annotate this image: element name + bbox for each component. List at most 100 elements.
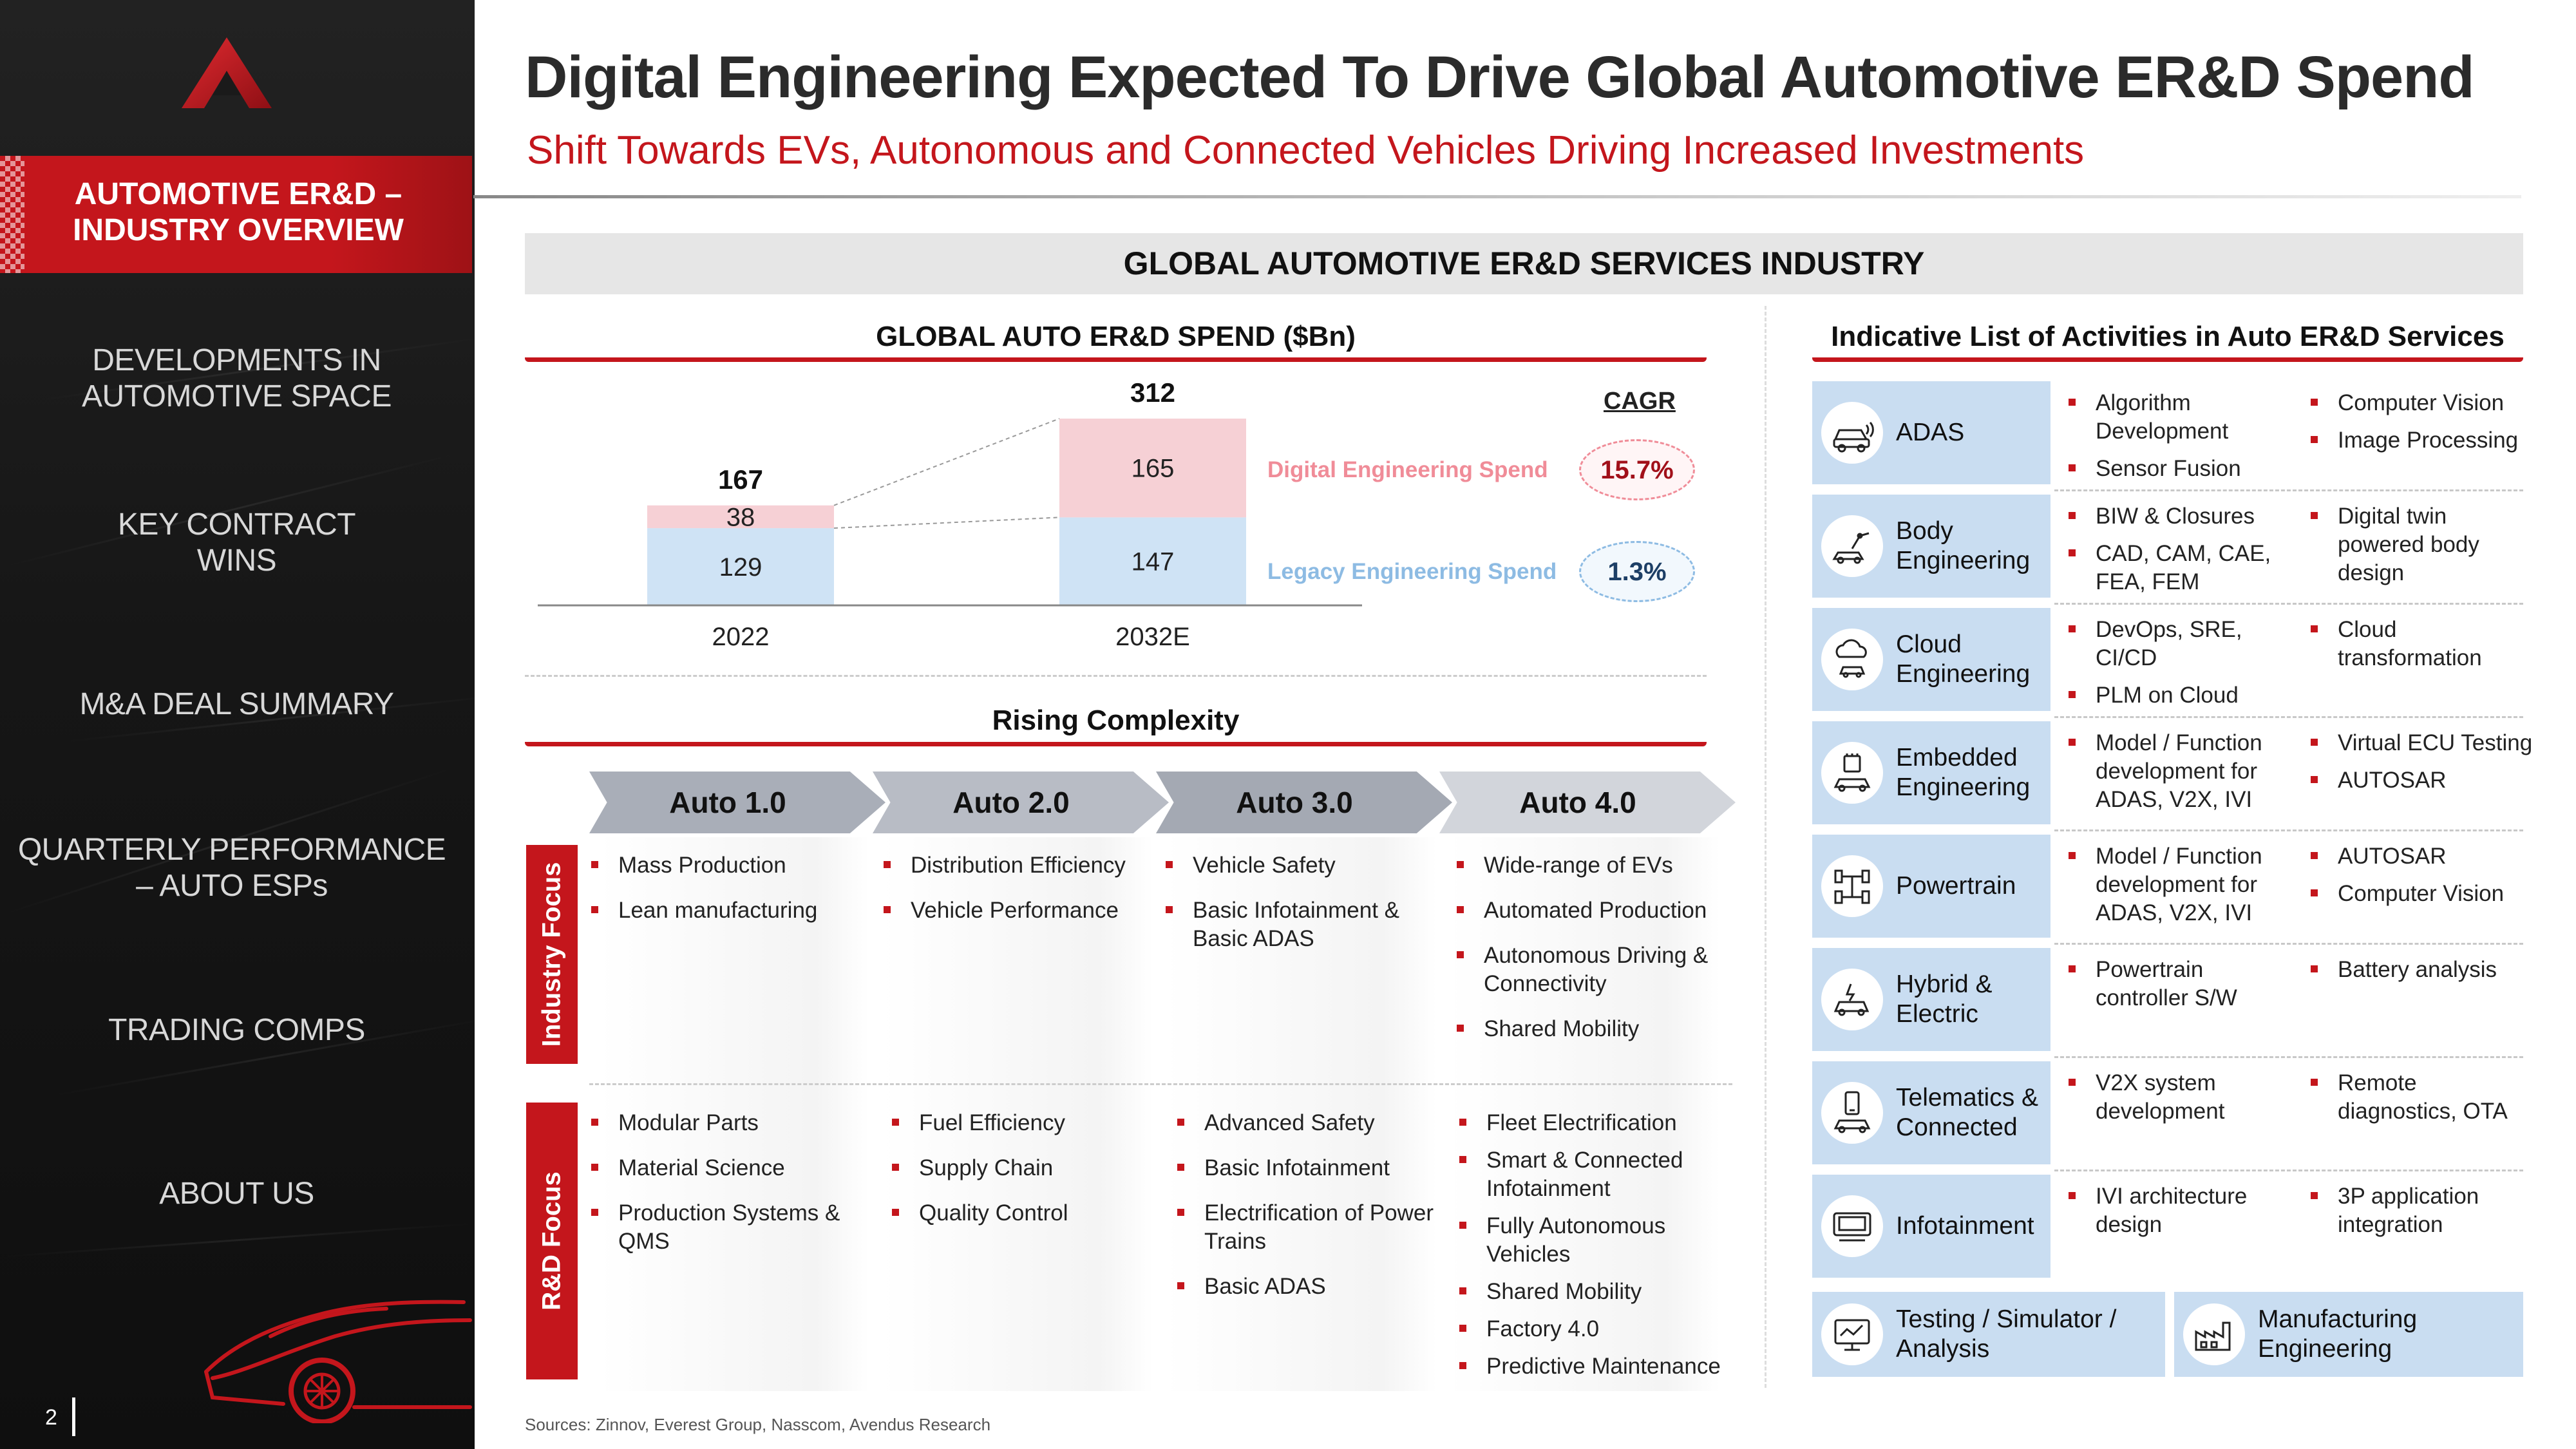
activity-name: ADAS bbox=[1896, 419, 1965, 446]
row-divider bbox=[2054, 1056, 2523, 1058]
list-item: Virtual ECU Testing bbox=[2311, 729, 2536, 757]
cagr-legacy-badge: 1.3% bbox=[1579, 541, 1695, 602]
activity-name: Telematics & Connected bbox=[1896, 1084, 2039, 1141]
industry-list-auto3: Vehicle Safety Basic Infotainment & Basi… bbox=[1166, 851, 1436, 953]
list-item: 3P application integration bbox=[2311, 1182, 2536, 1239]
legend-legacy: Legacy Engineering Spend bbox=[1267, 559, 1557, 584]
testing-monitor-icon bbox=[1821, 1303, 1883, 1365]
activity-bullets: DevOps, SRE, CI/CD PLM on Cloud bbox=[2069, 616, 2294, 719]
car-sensor-icon bbox=[1821, 402, 1883, 464]
rd-list-auto4: Fleet Electrification Smart & Connected … bbox=[1459, 1109, 1736, 1381]
stage-column-bg bbox=[599, 837, 869, 1391]
activity-name: Body Engineering bbox=[1896, 517, 2031, 574]
nav-item-quarterly-performance[interactable]: QUARTERLY PERFORMANCE – AUTO ESPs bbox=[17, 833, 446, 903]
list-item: PLM on Cloud bbox=[2069, 681, 2294, 710]
row-divider bbox=[2054, 489, 2523, 491]
row-divider bbox=[2054, 829, 2523, 831]
stage-auto-3: Auto 3.0 bbox=[1156, 772, 1452, 833]
divider bbox=[525, 675, 1707, 677]
tick-label: 2032E bbox=[1115, 623, 1190, 651]
tick-label: 2022 bbox=[712, 623, 770, 651]
industry-focus-text: Industry Focus bbox=[537, 862, 566, 1047]
company-logo bbox=[182, 37, 272, 108]
bar-legacy bbox=[647, 528, 834, 605]
list-item: Material Science bbox=[591, 1154, 862, 1182]
cagr-digital-badge: 15.7% bbox=[1579, 439, 1695, 500]
nav-item-ma-deals[interactable]: M&A DEAL SUMMARY bbox=[79, 687, 394, 721]
activity-name: Hybrid & Electric bbox=[1896, 971, 1993, 1028]
industry-list-auto2: Distribution Efficiency Vehicle Performa… bbox=[884, 851, 1141, 925]
drivetrain-icon bbox=[1821, 855, 1883, 917]
list-item: Fully Autonomous Vehicles bbox=[1459, 1212, 1736, 1269]
activity-cloud-engineering: Cloud Engineering bbox=[1812, 608, 2050, 711]
activity-bullets: Battery analysis bbox=[2311, 956, 2536, 993]
activity-bullets: Model / Function development for ADAS, V… bbox=[2069, 842, 2294, 936]
rd-list-auto2: Fuel Efficiency Supply Chain Quality Con… bbox=[892, 1109, 1150, 1227]
row-divider bbox=[2054, 1170, 2523, 1171]
activity-bullets: IVI architecture design bbox=[2069, 1182, 2294, 1248]
list-item: Wide-range of EVs bbox=[1457, 851, 1727, 880]
list-item: Remote diagnostics, OTA bbox=[2311, 1069, 2536, 1126]
data-label: 129 bbox=[719, 553, 762, 582]
list-item: AUTOSAR bbox=[2311, 766, 2536, 795]
activity-name: Powertrain bbox=[1896, 872, 2016, 900]
section-band-label: GLOBAL AUTOMOTIVE ER&D SERVICES INDUSTRY bbox=[1123, 245, 1925, 281]
checker-flag-pattern bbox=[0, 156, 24, 273]
bar-legacy bbox=[1059, 517, 1246, 605]
nav-item-label: AUTOMOTIVE ER&D – INDUSTRY OVERVIEW bbox=[73, 177, 404, 247]
nav-item-trading-comps[interactable]: TRADING COMPS bbox=[108, 1013, 365, 1047]
activities-title: Indicative List of Activities in Auto ER… bbox=[1831, 321, 2505, 352]
list-item: Lean manufacturing bbox=[591, 896, 862, 925]
nav-item-about-us[interactable]: ABOUT US bbox=[159, 1177, 314, 1211]
list-item: Basic ADAS bbox=[1177, 1273, 1441, 1301]
activity-bullets: Virtual ECU Testing AUTOSAR bbox=[2311, 729, 2536, 804]
list-item: DevOps, SRE, CI/CD bbox=[2069, 616, 2294, 672]
nav-item-developments[interactable]: DEVELOPMENTS IN AUTOMOTIVE SPACE bbox=[82, 343, 392, 413]
activity-bullets: Digital twin powered body design bbox=[2311, 502, 2536, 596]
list-item: Automated Production bbox=[1457, 896, 1727, 925]
spend-section-title: GLOBAL AUTO ER&D SPEND ($Bn) bbox=[876, 321, 1356, 352]
list-item: Smart & Connected Infotainment bbox=[1459, 1146, 1736, 1203]
industry-list-auto1: Mass Production Lean manufacturing bbox=[591, 851, 862, 925]
row-divider bbox=[2054, 943, 2523, 945]
list-item: Predictive Maintenance bbox=[1459, 1352, 1736, 1381]
factory-icon bbox=[2183, 1303, 2245, 1365]
list-item: AUTOSAR bbox=[2311, 842, 2536, 871]
column-divider bbox=[1765, 306, 1766, 1388]
activity-powertrain: Powertrain bbox=[1812, 835, 2050, 938]
activity-name: Infotainment bbox=[1896, 1212, 2034, 1240]
list-item: Cloud transformation bbox=[2311, 616, 2536, 672]
complexity-title: Rising Complexity bbox=[992, 705, 1240, 736]
list-item: Distribution Efficiency bbox=[884, 851, 1141, 880]
activity-name: Embedded Engineering bbox=[1896, 744, 2031, 801]
divider bbox=[589, 1083, 1732, 1085]
total-label: 167 bbox=[718, 464, 763, 495]
complexity-underline bbox=[525, 742, 1707, 746]
list-item: Battery analysis bbox=[2311, 956, 2536, 984]
nav-item-industry-overview[interactable]: AUTOMOTIVE ER&D – INDUSTRY OVERVIEW bbox=[0, 156, 472, 273]
page-divider bbox=[72, 1397, 75, 1436]
activity-name: Cloud Engineering bbox=[1896, 630, 2031, 688]
list-item: Factory 4.0 bbox=[1459, 1315, 1736, 1343]
data-label: 165 bbox=[1132, 455, 1175, 483]
stage-auto-4: Auto 4.0 bbox=[1439, 772, 1736, 833]
activity-embedded-engineering: Embedded Engineering bbox=[1812, 721, 2050, 824]
sports-car-icon bbox=[204, 1300, 472, 1423]
list-item: Powertrain controller S/W bbox=[2069, 956, 2294, 1012]
stage-column-bg bbox=[1449, 837, 1719, 1391]
list-item: Algorithm Development bbox=[2069, 389, 2294, 446]
spend-section-underline bbox=[525, 357, 1707, 362]
list-item: Mass Production bbox=[591, 851, 862, 880]
list-item: Supply Chain bbox=[892, 1154, 1150, 1182]
activity-bullets: AUTOSAR Computer Vision bbox=[2311, 842, 2536, 917]
rd-focus-text: R&D Focus bbox=[537, 1171, 566, 1311]
list-item: Shared Mobility bbox=[1457, 1015, 1727, 1043]
list-item: Basic Infotainment & Basic ADAS bbox=[1166, 896, 1436, 953]
cagr-header: CAGR bbox=[1604, 388, 1676, 415]
stage-auto-2: Auto 2.0 bbox=[873, 772, 1169, 833]
stage-label: Auto 4.0 bbox=[1519, 786, 1636, 819]
industry-list-auto4: Wide-range of EVs Automated Production A… bbox=[1457, 851, 1727, 1043]
list-item: Autonomous Driving & Connectivity bbox=[1457, 942, 1727, 998]
nav-item-contract-wins[interactable]: KEY CONTRACT WINS bbox=[117, 507, 356, 578]
